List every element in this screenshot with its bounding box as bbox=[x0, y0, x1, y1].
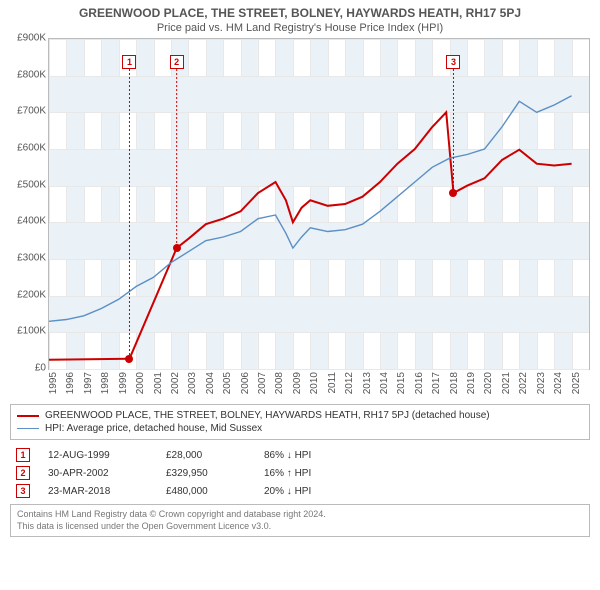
event-marker-1: 1 bbox=[16, 448, 30, 462]
footer-line-2: This data is licensed under the Open Gov… bbox=[17, 521, 583, 533]
legend-swatch-property bbox=[17, 415, 39, 417]
chart-title: GREENWOOD PLACE, THE STREET, BOLNEY, HAY… bbox=[10, 6, 590, 20]
marker-box-3: 3 bbox=[446, 55, 460, 69]
x-axis: 1995199619971998199920002001200220032004… bbox=[48, 370, 590, 398]
event-date: 30-APR-2002 bbox=[48, 468, 148, 479]
chart-area: £0 £100K £200K £300K £400K £500K £600K £700K £80… bbox=[10, 38, 590, 398]
footer-line-1: Contains HM Land Registry data © Crown c… bbox=[17, 509, 583, 521]
marker-box-1: 1 bbox=[122, 55, 136, 69]
events-table: 1 12-AUG-1999 £28,000 86% ↓ HPI 2 30-APR-2002… bbox=[10, 446, 590, 500]
y-tick-label: £400K bbox=[17, 216, 46, 227]
event-pct: 20% ↓ HPI bbox=[264, 486, 384, 497]
event-pct: 16% ↑ HPI bbox=[264, 468, 384, 479]
y-tick-label: £600K bbox=[17, 143, 46, 154]
marker-dot-1 bbox=[125, 355, 133, 363]
event-date: 23-MAR-2018 bbox=[48, 486, 148, 497]
event-price: £480,000 bbox=[166, 486, 246, 497]
marker-dot-3 bbox=[449, 189, 457, 197]
marker-box-2: 2 bbox=[170, 55, 184, 69]
legend-swatch-hpi bbox=[17, 428, 39, 429]
event-pct: 86% ↓ HPI bbox=[264, 450, 384, 461]
y-tick-label: £300K bbox=[17, 253, 46, 264]
x-tick-label: 2025 bbox=[571, 372, 597, 394]
series-hpi bbox=[49, 96, 572, 321]
y-tick-label: £900K bbox=[17, 33, 46, 44]
event-price: £329,950 bbox=[166, 468, 246, 479]
legend-row-hpi: HPI: Average price, detached house, Mid … bbox=[17, 422, 583, 435]
y-tick-label: £100K bbox=[17, 326, 46, 337]
legend-row-property: GREENWOOD PLACE, THE STREET, BOLNEY, HAY… bbox=[17, 409, 583, 422]
legend-label-hpi: HPI: Average price, detached house, Mid … bbox=[45, 423, 262, 434]
event-row: 2 30-APR-2002 £329,950 16% ↑ HPI bbox=[10, 464, 590, 482]
marker-dot-2 bbox=[173, 244, 181, 252]
legend-box: GREENWOOD PLACE, THE STREET, BOLNEY, HAY… bbox=[10, 404, 590, 440]
y-tick-label: £700K bbox=[17, 106, 46, 117]
footer-box: Contains HM Land Registry data © Crown c… bbox=[10, 504, 590, 537]
plot: 1 2 3 bbox=[48, 38, 590, 370]
y-tick-label: £200K bbox=[17, 289, 46, 300]
event-marker-2: 2 bbox=[16, 466, 30, 480]
event-row: 3 23-MAR-2018 £480,000 20% ↓ HPI bbox=[10, 482, 590, 500]
y-tick-label: £0 bbox=[35, 363, 46, 374]
y-tick-label: £800K bbox=[17, 69, 46, 80]
y-tick-label: £500K bbox=[17, 179, 46, 190]
series-property bbox=[49, 112, 572, 359]
legend-label-property: GREENWOOD PLACE, THE STREET, BOLNEY, HAY… bbox=[45, 410, 490, 421]
event-row: 1 12-AUG-1999 £28,000 86% ↓ HPI bbox=[10, 446, 590, 464]
y-axis: £0£100K£200K£300K£400K£500K£600K£700K£80… bbox=[10, 38, 48, 370]
chart-svg bbox=[49, 39, 589, 369]
event-marker-3: 3 bbox=[16, 484, 30, 498]
event-price: £28,000 bbox=[166, 450, 246, 461]
chart-subtitle: Price paid vs. HM Land Registry's House … bbox=[10, 22, 590, 34]
event-date: 12-AUG-1999 bbox=[48, 450, 148, 461]
